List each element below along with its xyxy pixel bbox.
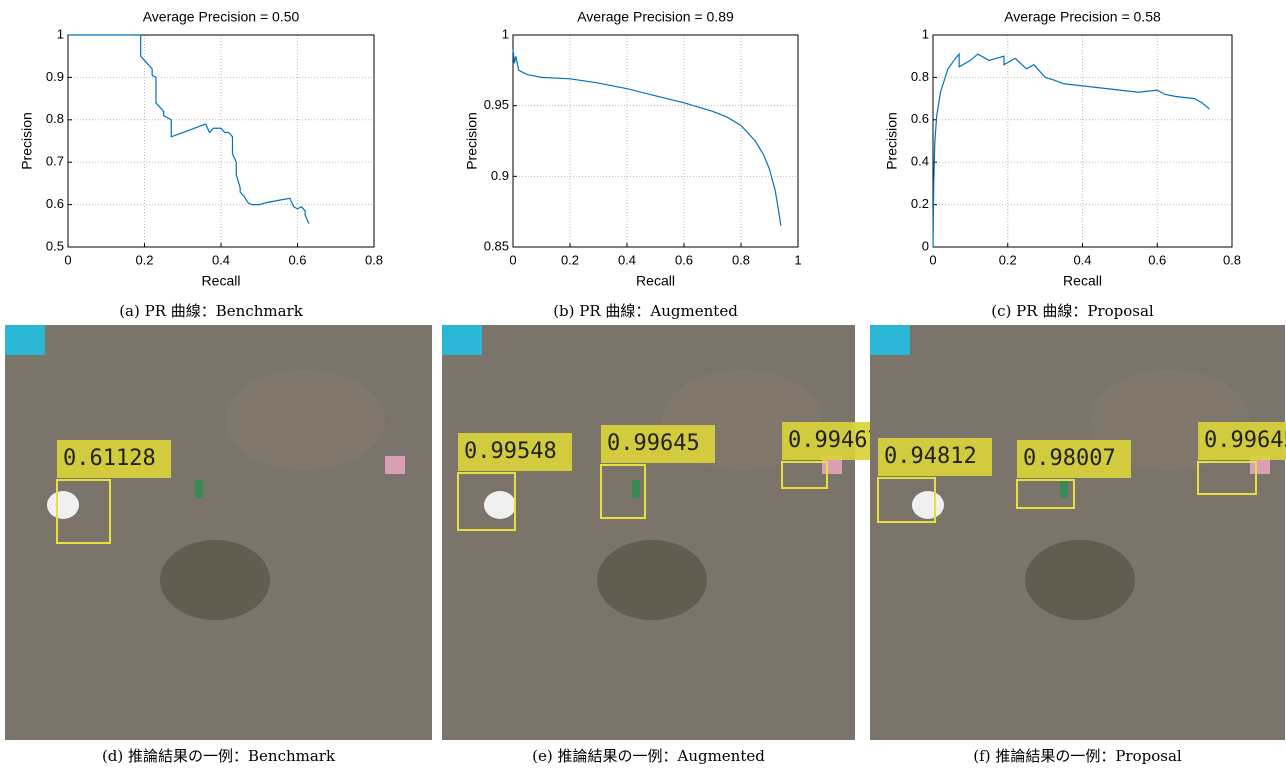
detection-score: 0.94812 (884, 444, 977, 469)
y-tick-label: 1 (57, 26, 64, 41)
detection-score: 0.61128 (63, 446, 156, 471)
x-tick-label: 0 (64, 252, 71, 267)
detection-score: 0.98007 (1023, 446, 1116, 471)
caption: (f) 推論結果の一例：Proposal (973, 747, 1182, 765)
x-tick-label: 0.8 (365, 252, 383, 267)
x-tick-label: 0.6 (288, 252, 306, 267)
x-tick-label: 0 (509, 252, 516, 267)
detection-score: 0.99645 (1204, 428, 1286, 453)
debris (442, 325, 482, 355)
x-axis-label: Recall (202, 273, 241, 289)
x-tick-label: 1 (794, 252, 801, 267)
y-tick-label: 0 (922, 238, 929, 253)
chart-title: Average Precision = 0.58 (1004, 9, 1161, 25)
soil-patch (225, 370, 385, 470)
x-tick-label: 0.2 (999, 252, 1017, 267)
x-tick-label: 0.2 (561, 252, 579, 267)
caption: (d) 推論結果の一例：Benchmark (102, 747, 336, 765)
soil-patch (1025, 540, 1135, 620)
y-tick-label: 1 (922, 26, 929, 41)
x-tick-label: 0 (929, 252, 936, 267)
y-tick-label: 0.9 (46, 69, 64, 84)
y-axis-label: Precision (884, 112, 900, 170)
x-tick-label: 0.8 (732, 252, 750, 267)
object (385, 456, 405, 474)
detection-score: 0.99467 (788, 428, 881, 453)
y-tick-label: 0.8 (911, 69, 929, 84)
caption: (b) PR 曲線：Augmented (553, 302, 738, 320)
x-tick-label: 0.4 (1073, 252, 1091, 267)
object (912, 491, 944, 519)
x-tick-label: 0.6 (1148, 252, 1166, 267)
y-tick-label: 0.5 (46, 238, 64, 253)
caption: (a) PR 曲線：Benchmark (119, 302, 304, 320)
y-tick-label: 1 (502, 26, 509, 41)
caption: (c) PR 曲線：Proposal (991, 302, 1154, 320)
x-tick-label: 0.2 (135, 252, 153, 267)
x-tick-label: 0.4 (212, 252, 230, 267)
pr-curve (933, 54, 1210, 247)
y-axis-label: Precision (19, 112, 35, 170)
y-tick-label: 0.7 (46, 154, 64, 169)
photo (5, 325, 432, 740)
y-tick-label: 0.95 (484, 97, 509, 112)
y-tick-label: 0.6 (911, 111, 929, 126)
soil-patch (597, 540, 707, 620)
y-tick-label: 0.9 (491, 168, 509, 183)
x-tick-label: 0.6 (675, 252, 693, 267)
object (195, 480, 203, 498)
x-tick-label: 0.8 (1223, 252, 1241, 267)
pr-curve (68, 35, 309, 224)
object (632, 480, 640, 498)
figure: 0.5 0.6 0.7 0.8 0.9 1 0 0.2 0.4 0.6 0.8 Average Pre… (0, 0, 1286, 771)
soil-patch (160, 540, 270, 620)
detection-score: 0.99645 (607, 431, 700, 456)
detection-score: 0.99548 (464, 439, 557, 464)
object (47, 491, 79, 519)
y-tick-label: 0.85 (484, 238, 509, 253)
chart-title: Average Precision = 0.50 (143, 9, 300, 25)
debris (870, 325, 910, 355)
y-tick-label: 0.8 (46, 111, 64, 126)
y-tick-label: 0.6 (46, 196, 64, 211)
caption: (e) 推論結果の一例：Augmented (532, 747, 765, 765)
object (1060, 480, 1068, 498)
chart-title: Average Precision = 0.89 (577, 9, 734, 25)
y-axis-label: Precision (464, 112, 480, 170)
x-axis-label: Recall (1063, 273, 1102, 289)
x-axis-label: Recall (636, 273, 675, 289)
y-tick-label: 0.4 (911, 154, 929, 169)
x-tick-label: 0.4 (618, 252, 636, 267)
y-tick-label: 0.2 (911, 196, 929, 211)
debris (5, 325, 45, 355)
object (484, 491, 516, 519)
